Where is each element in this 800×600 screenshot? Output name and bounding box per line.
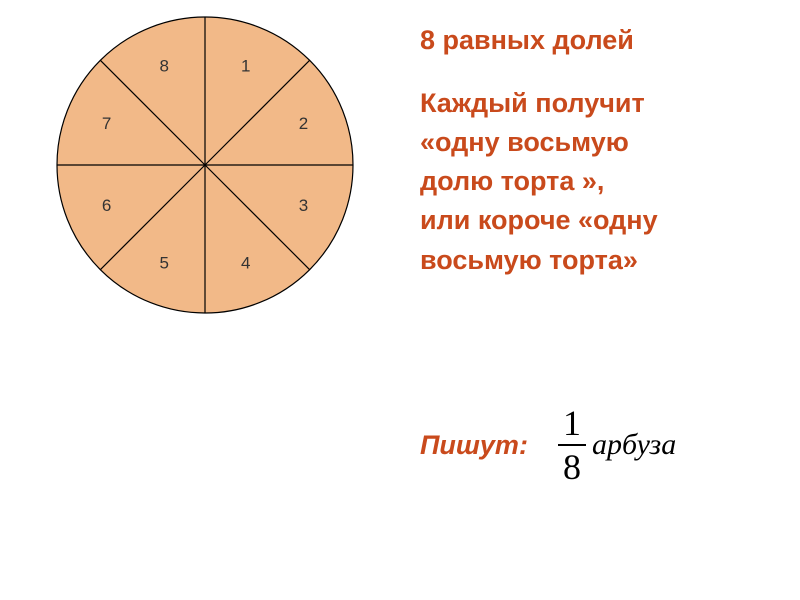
sector-label-3: 3 bbox=[299, 196, 308, 215]
title-text: 8 равных долей bbox=[420, 25, 790, 56]
body-line: или короче «одну bbox=[420, 201, 790, 240]
sector-label-1: 1 bbox=[241, 57, 250, 76]
body-line: «одну восьмую bbox=[420, 123, 790, 162]
pie-svg: 1 2 3 4 5 6 7 8 bbox=[55, 15, 355, 315]
fraction-line bbox=[558, 444, 586, 446]
text-block: 8 равных долей Каждый получит«одну восьм… bbox=[420, 25, 790, 280]
sector-label-6: 6 bbox=[102, 196, 111, 215]
body-line: восьмую торта» bbox=[420, 241, 790, 280]
sector-label-7: 7 bbox=[102, 114, 111, 133]
fraction-numerator: 1 bbox=[563, 405, 581, 441]
fraction-word: арбуза bbox=[592, 428, 676, 462]
fraction: 1 8 bbox=[558, 405, 586, 485]
fraction-denominator: 8 bbox=[563, 449, 581, 485]
sector-label-2: 2 bbox=[299, 114, 308, 133]
fraction-wrap: 1 8 арбуза bbox=[558, 405, 676, 485]
body-text: Каждый получит«одну восьмуюдолю торта »,… bbox=[420, 84, 790, 280]
body-line: Каждый получит bbox=[420, 84, 790, 123]
write-label: Пишут: bbox=[420, 430, 528, 461]
write-section: Пишут: 1 8 арбуза bbox=[420, 405, 676, 485]
sector-label-5: 5 bbox=[159, 253, 168, 272]
sector-label-4: 4 bbox=[241, 253, 250, 272]
sector-label-8: 8 bbox=[159, 57, 168, 76]
body-line: долю торта », bbox=[420, 162, 790, 201]
pie-chart: 1 2 3 4 5 6 7 8 bbox=[55, 15, 355, 315]
